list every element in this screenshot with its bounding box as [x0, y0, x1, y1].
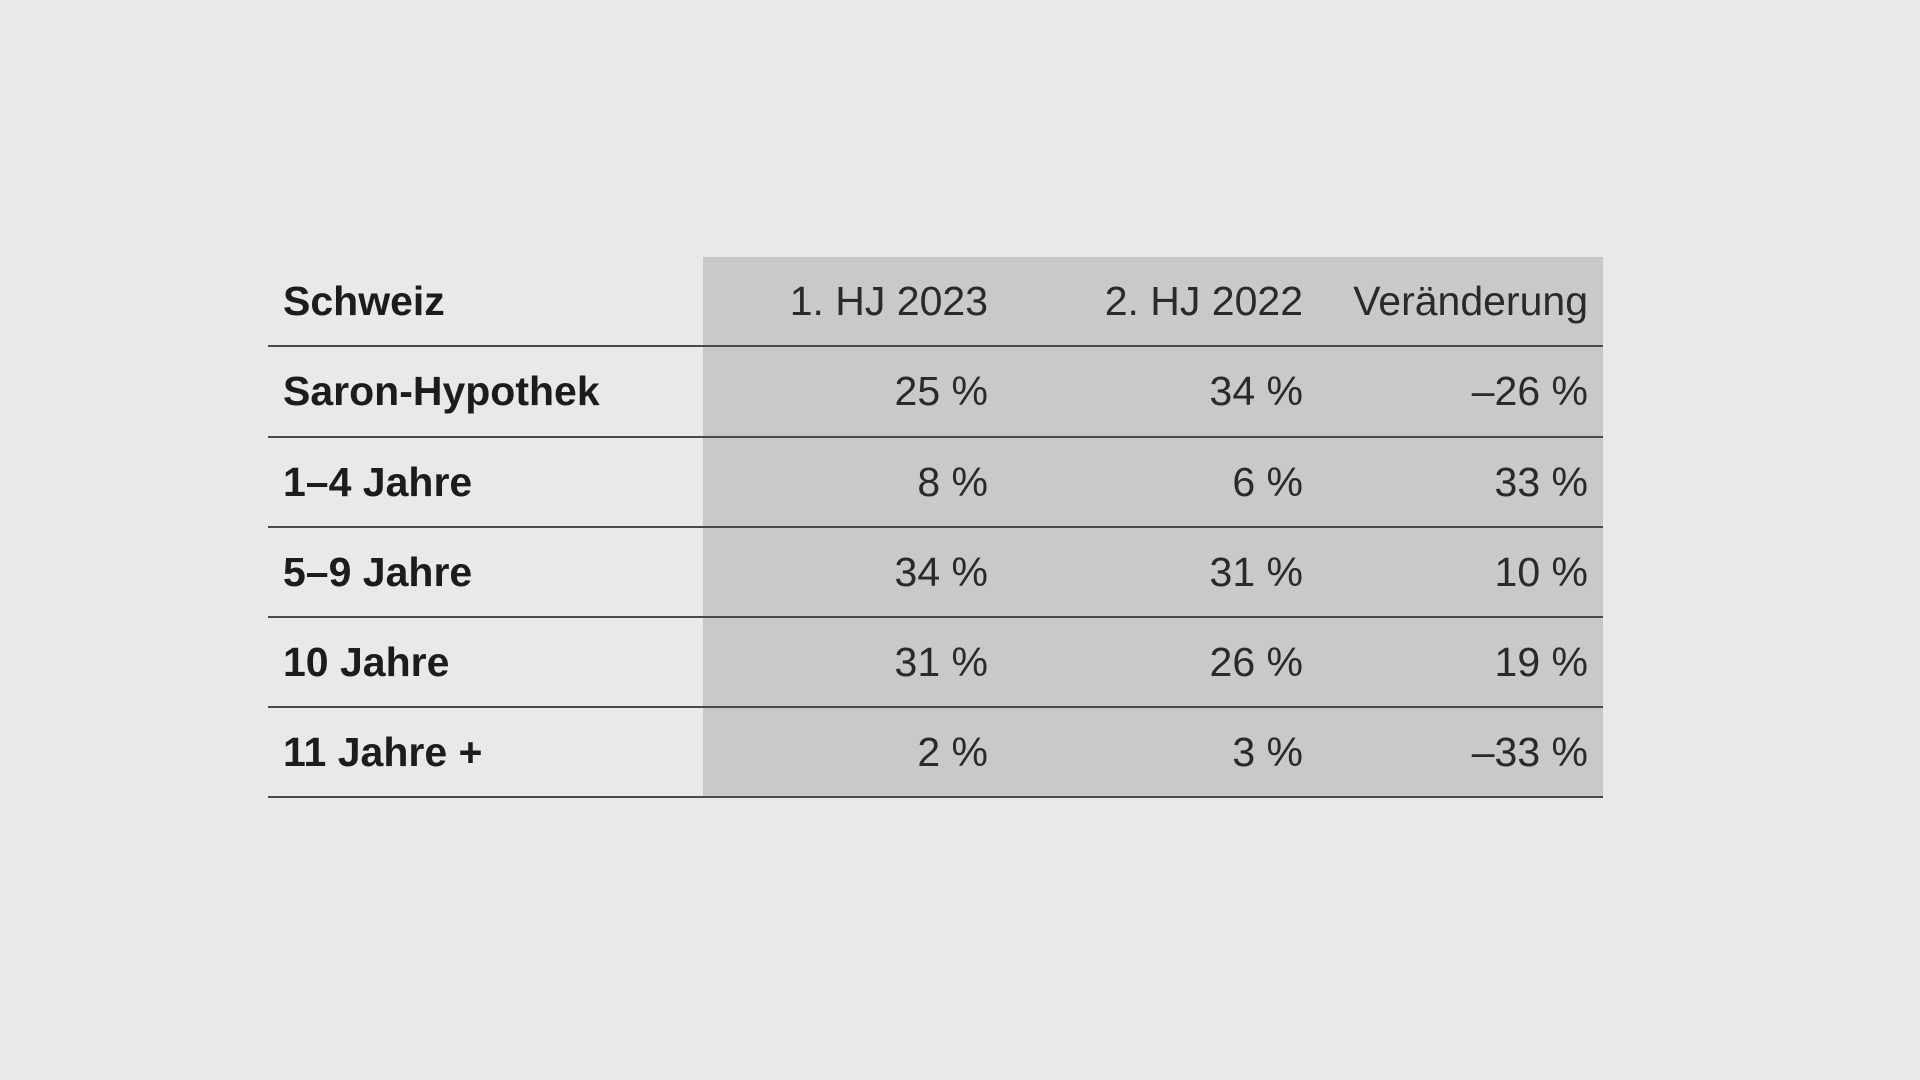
table-row: 1–4 Jahre 8 % 6 % 33 %: [268, 437, 1603, 528]
cell-2hj-2022: 34 %: [1003, 346, 1318, 438]
cell-change: 33 %: [1318, 437, 1603, 528]
table-row: Saron-Hypothek 25 % 34 % –26 %: [268, 346, 1603, 438]
row-label: 11 Jahre +: [268, 707, 703, 798]
column-header-2hj-2022: 2. HJ 2022: [1003, 257, 1318, 347]
column-header-1hj-2023: 1. HJ 2023: [703, 257, 1003, 347]
cell-2hj-2022: 26 %: [1003, 617, 1318, 708]
row-label: 1–4 Jahre: [268, 437, 703, 528]
row-header-label: Schweiz: [268, 257, 703, 347]
data-table-container: Schweiz 1. HJ 2023 2. HJ 2022 Veränderun…: [268, 257, 1603, 798]
table-row: 5–9 Jahre 34 % 31 % 10 %: [268, 527, 1603, 618]
row-label: 10 Jahre: [268, 617, 703, 708]
header-row: Schweiz 1. HJ 2023 2. HJ 2022 Veränderun…: [268, 257, 1603, 347]
table-header: Schweiz 1. HJ 2023 2. HJ 2022 Veränderun…: [268, 257, 1603, 347]
cell-1hj-2023: 8 %: [703, 437, 1003, 528]
cell-2hj-2022: 3 %: [1003, 707, 1318, 798]
cell-change: 19 %: [1318, 617, 1603, 708]
cell-1hj-2023: 31 %: [703, 617, 1003, 708]
cell-1hj-2023: 25 %: [703, 346, 1003, 438]
cell-change: 10 %: [1318, 527, 1603, 618]
cell-1hj-2023: 2 %: [703, 707, 1003, 798]
cell-change: –33 %: [1318, 707, 1603, 798]
cell-2hj-2022: 6 %: [1003, 437, 1318, 528]
cell-1hj-2023: 34 %: [703, 527, 1003, 618]
cell-change: –26 %: [1318, 346, 1603, 438]
column-header-change: Veränderung: [1318, 257, 1603, 347]
row-label: Saron-Hypothek: [268, 346, 703, 438]
data-table: Schweiz 1. HJ 2023 2. HJ 2022 Veränderun…: [268, 257, 1603, 798]
cell-2hj-2022: 31 %: [1003, 527, 1318, 618]
table-row: 11 Jahre + 2 % 3 % –33 %: [268, 707, 1603, 798]
table-row: 10 Jahre 31 % 26 % 19 %: [268, 617, 1603, 708]
table-body: Saron-Hypothek 25 % 34 % –26 % 1–4 Jahre…: [268, 346, 1603, 798]
row-label: 5–9 Jahre: [268, 527, 703, 618]
